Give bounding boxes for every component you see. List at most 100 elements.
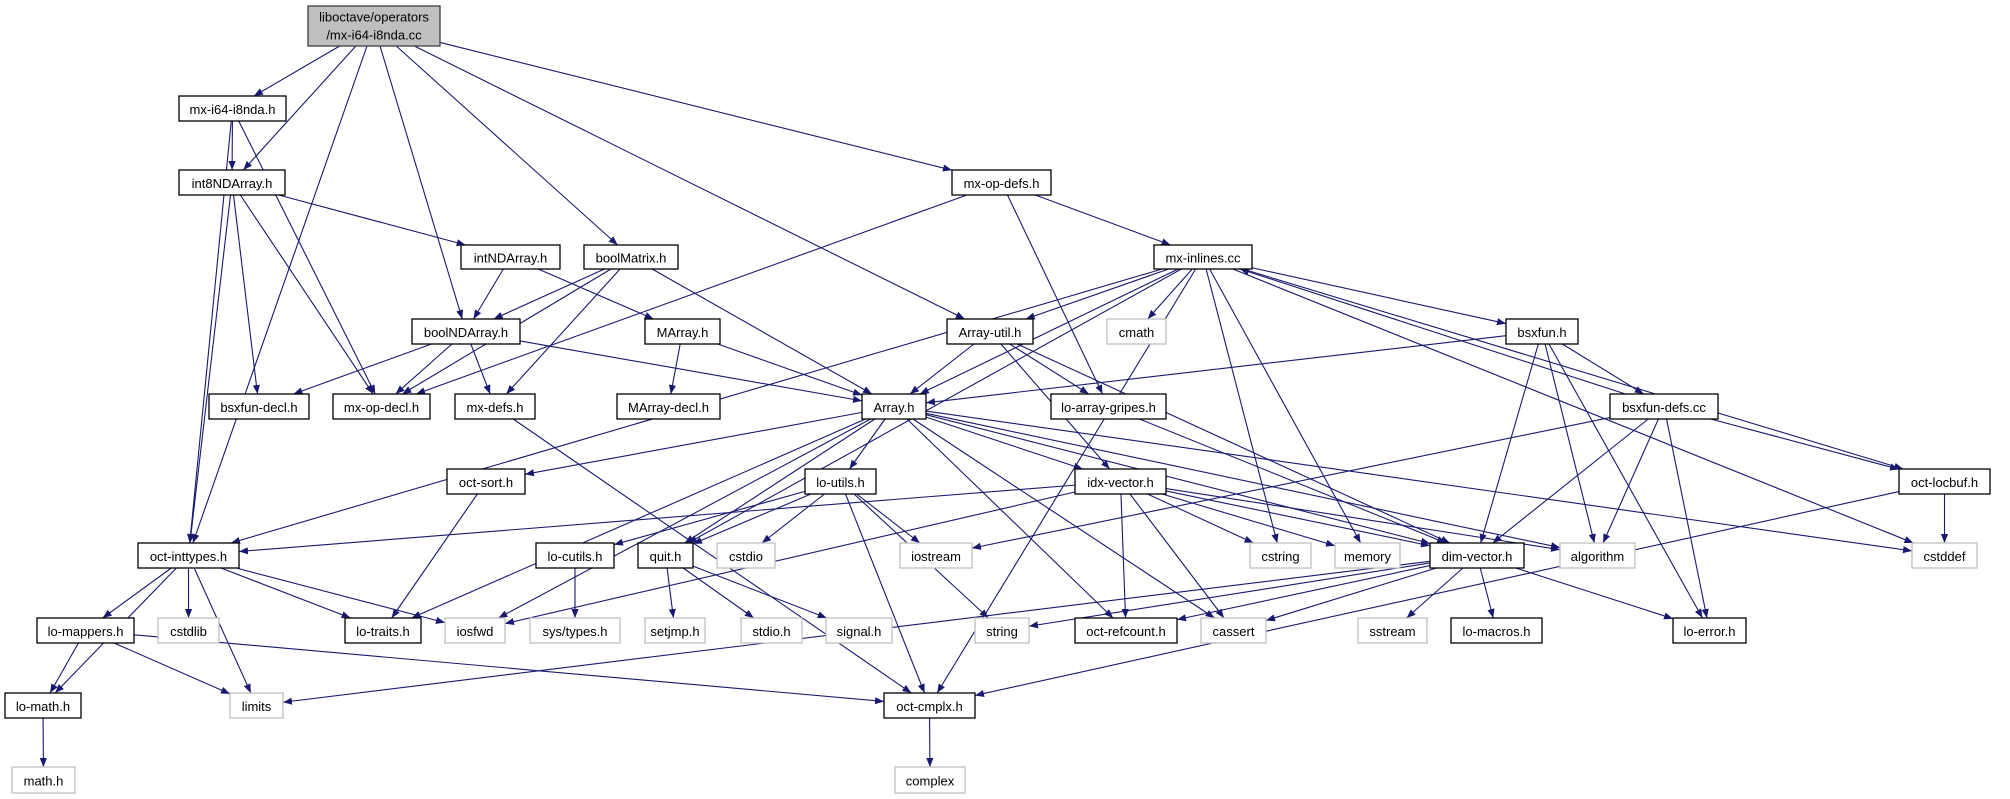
edge-bsxfun-defs-cc-to-iostream [971, 417, 1611, 550]
node-label: oct-locbuf.h [1911, 475, 1978, 490]
node-bsxfun-decl-h[interactable]: bsxfun-decl.h [208, 393, 310, 420]
node-box [157, 617, 220, 644]
edge-lo-utils-h-to-cstdio [761, 493, 825, 544]
node-int8ndarray-h[interactable]: int8NDArray.h [178, 169, 286, 196]
node-label: algorithm [1571, 549, 1624, 564]
node-mx-i64-i8nda-h[interactable]: mx-i64-i8nda.h [178, 95, 287, 122]
edge-boolmatrix-h-to-array-h [651, 268, 873, 395]
edge-dim-vector-h-to-sstream [1406, 567, 1464, 619]
edge-boolndarray-h-to-array-h [519, 340, 863, 403]
node-label: iosfwd [457, 624, 494, 639]
edge-idx-vector-h-to-memory [1162, 493, 1336, 547]
node-box [1106, 318, 1167, 345]
node-label: complex [906, 774, 955, 789]
node-box [951, 169, 1052, 196]
node-quit-h[interactable]: quit.h [637, 542, 694, 569]
node-lo-array-gripes-h[interactable]: lo-array-gripes.h [1050, 393, 1167, 420]
node-dim-vector-h[interactable]: dim-vector.h [1429, 542, 1525, 569]
node-memory: memory [1334, 542, 1401, 569]
edge-boolndarray-h-to-mx-defs-h [470, 343, 491, 395]
node-label: oct-cmplx.h [896, 699, 962, 714]
node-box [899, 542, 973, 569]
node-liboctave-operators[interactable]: liboctave/operators/mx-i64-i8nda.cc [307, 5, 441, 47]
node-setjmp-h: setjmp.h [644, 617, 706, 644]
node-cstdlib: cstdlib [157, 617, 220, 644]
edge-oct-sort-h-to-lo-traits-h [391, 493, 478, 619]
edge-quit-h-to-stdio-h [682, 567, 755, 619]
node-label: math.h [24, 774, 64, 789]
edge-array-h-to-dim-vector-h [925, 414, 1431, 545]
edge-idx-vector-h-to-cassert [1129, 493, 1225, 619]
node-box [974, 617, 1030, 644]
node-array-h[interactable]: Array.h [861, 393, 927, 420]
node-box [740, 617, 803, 644]
edge-lo-utils-h-to-oct-cmplx-h [844, 493, 926, 694]
node-box [178, 169, 286, 196]
node-label: stdio.h [752, 624, 790, 639]
edge-bsxfun-defs-cc-to-dim-vector-h [1492, 418, 1649, 544]
edge-mx-inlines-cc-to-cstring [1205, 268, 1279, 544]
node-mx-inlines-cc[interactable]: mx-inlines.cc [1153, 244, 1253, 270]
edge-dim-vector-h-to-cassert [1265, 567, 1437, 622]
node-boolndarray-h[interactable]: boolNDArray.h [411, 318, 521, 345]
node-idx-vector-h[interactable]: idx-vector.h [1074, 468, 1167, 495]
node-lo-mappers-h[interactable]: lo-mappers.h [36, 617, 135, 644]
node-cstdio: cstdio [716, 542, 776, 569]
node-oct-inttypes-h[interactable]: oct-inttypes.h [137, 542, 240, 569]
node-lo-traits-h[interactable]: lo-traits.h [344, 617, 422, 644]
node-label: memory [1344, 549, 1391, 564]
node-label: cassert [1213, 624, 1255, 639]
node-lo-error-h[interactable]: lo-error.h [1672, 617, 1747, 644]
node-label: Array.h [874, 400, 915, 415]
node-lo-macros-h[interactable]: lo-macros.h [1450, 617, 1543, 644]
node-mx-op-defs-h[interactable]: mx-op-defs.h [951, 169, 1052, 196]
node-marray-h[interactable]: MArray.h [644, 318, 721, 345]
node-marray-decl-h[interactable]: MArray-decl.h [616, 393, 721, 420]
node-box [1450, 617, 1543, 644]
node-lo-utils-h[interactable]: lo-utils.h [804, 468, 877, 495]
node-box [946, 318, 1034, 345]
node-oct-refcount-h[interactable]: oct-refcount.h [1074, 617, 1178, 644]
node-oct-sort-h[interactable]: oct-sort.h [446, 468, 526, 495]
node-cassert: cassert [1200, 617, 1267, 644]
node-box [883, 692, 976, 719]
node-array-util-h[interactable]: Array-util.h [946, 318, 1034, 345]
node-sstream: sstream [1357, 617, 1428, 644]
node-label: cmath [1119, 325, 1154, 340]
edge-int8ndarray-h-to-bsxfun-decl-h [232, 194, 260, 395]
node-box [804, 468, 877, 495]
node-oct-cmplx-h[interactable]: oct-cmplx.h [883, 692, 976, 719]
edge-mx-inlines-cc-to-cmath [1147, 268, 1193, 320]
edge-idx-vector-h-to-cstring [1147, 493, 1254, 544]
node-lo-cutils-h[interactable]: lo-cutils.h [535, 542, 615, 569]
nodes-layer: liboctave/operators/mx-i64-i8nda.cc mx-i6… [4, 5, 1991, 794]
node-box [1505, 318, 1579, 345]
node-mx-defs-h[interactable]: mx-defs.h [454, 393, 536, 420]
node-label: lo-macros.h [1463, 624, 1531, 639]
node-bsxfun-h[interactable]: bsxfun.h [1505, 318, 1579, 345]
node-lo-math-h[interactable]: lo-math.h [4, 692, 82, 719]
edge-oct-locbuf-h-to-oct-cmplx-h [974, 491, 1900, 698]
node-bsxfun-defs-cc[interactable]: bsxfun-defs.cc [1609, 393, 1719, 420]
node-box [644, 318, 721, 345]
edge-lo-utils-h-to-lo-cutils-h [613, 490, 806, 546]
edge-array-h-to-idx-vector-h [925, 416, 1083, 470]
edge-bsxfun-defs-cc-to-mx-inlines-cc [1239, 268, 1626, 395]
node-complex: complex [894, 766, 966, 794]
node-label: dim-vector.h [1442, 549, 1513, 564]
node-intndarray-h[interactable]: intNDArray.h [460, 244, 561, 270]
node-label: Array-util.h [959, 325, 1022, 340]
edge-boolmatrix-h-to-mx-defs-h [505, 268, 621, 395]
node-algorithm: algorithm [1559, 542, 1636, 569]
node-label: mx-defs.h [466, 400, 523, 415]
node-oct-locbuf-h[interactable]: oct-locbuf.h [1898, 468, 1991, 495]
edge-mx-inlines-cc-to-oct-locbuf-h [1242, 268, 1904, 470]
node-cmath: cmath [1106, 318, 1167, 345]
edge-idx-vector-h-to-oct-refcount-h [1120, 493, 1129, 619]
node-box [178, 95, 287, 122]
edge-array-util-h-to-array-h [909, 343, 975, 395]
edge-boolndarray-h-to-bsxfun-decl-h [293, 343, 432, 395]
node-boolmatrix-h[interactable]: boolMatrix.h [583, 244, 679, 270]
node-mx-op-decl-h[interactable]: mx-op-decl.h [332, 393, 431, 420]
